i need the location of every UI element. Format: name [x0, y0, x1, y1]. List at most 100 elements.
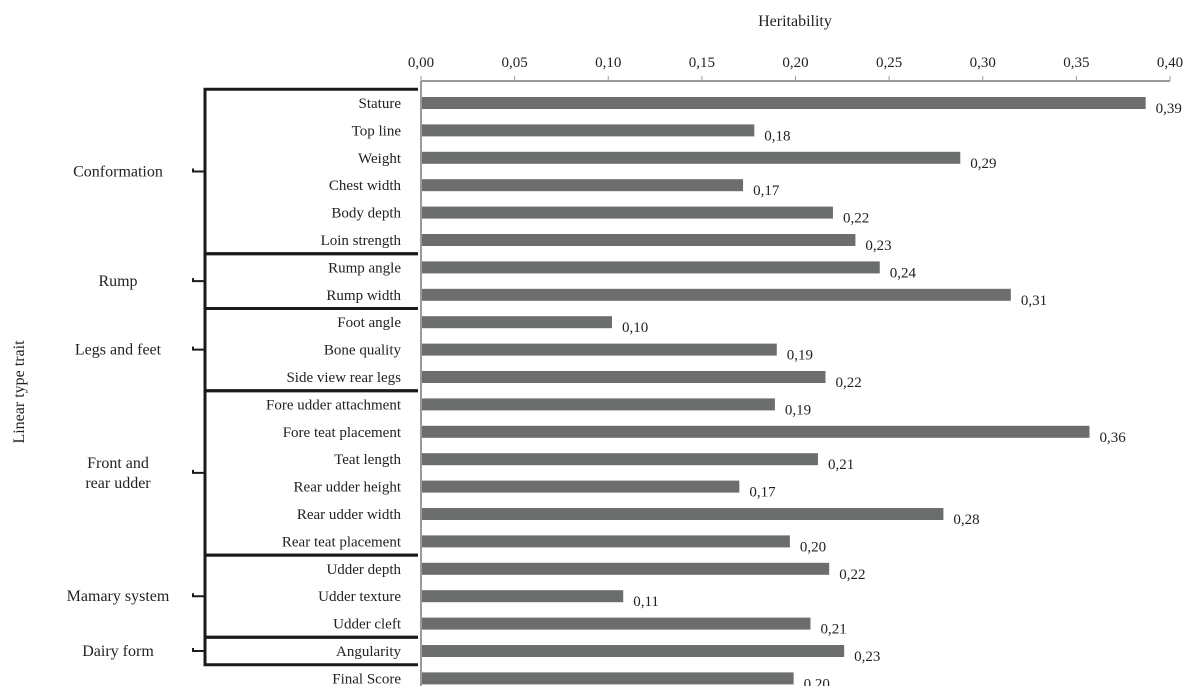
x-tick-label: 0,40	[1157, 55, 1183, 71]
bar	[421, 672, 794, 685]
x-axis-title: Heritability	[758, 13, 832, 30]
data-label: 0,23	[854, 649, 880, 665]
category-label: Chest width	[329, 178, 402, 194]
group-label: Legs and feet	[75, 342, 162, 359]
bar	[421, 535, 790, 548]
data-label: 0,17	[749, 485, 776, 501]
group-bracket	[203, 87, 418, 256]
data-label: 0,20	[800, 539, 826, 555]
group-label-line: Conformation	[73, 164, 163, 181]
bar	[421, 288, 1011, 301]
x-tick-label: 0,05	[502, 55, 528, 71]
data-label: 0,28	[953, 512, 979, 528]
group-label: Rump	[98, 273, 137, 290]
category-label: Udder texture	[318, 589, 401, 605]
category-label: Body depth	[331, 206, 401, 222]
group-label-line: Rump	[98, 273, 137, 290]
bar	[421, 398, 775, 411]
x-tick-label: 0,30	[970, 55, 996, 71]
group-label-line: Legs and feet	[75, 342, 162, 359]
bar	[421, 151, 961, 164]
category-label: Final Score	[332, 671, 401, 686]
data-label: 0,36	[1099, 430, 1126, 446]
group-bracket-tick	[192, 346, 205, 351]
x-tick-label: 0,35	[1063, 55, 1089, 71]
group-bracket-tick	[192, 168, 205, 173]
category-label: Teat length	[334, 452, 401, 468]
bar	[421, 97, 1146, 109]
category-label: Stature	[359, 96, 402, 112]
group-label-line: Mamary system	[67, 588, 170, 605]
bar	[421, 590, 624, 603]
data-label: 0,10	[622, 320, 648, 336]
bar	[421, 453, 818, 466]
category-label: Loin strength	[321, 233, 402, 249]
group-bracket-tick	[192, 648, 205, 652]
bar	[421, 343, 777, 356]
x-tick-label: 0,00	[408, 55, 434, 71]
bar	[421, 179, 744, 192]
x-axis-ticks: 0,00 0,05 0,10 0,15 0,20 0,25 0,30 0,35 0,40	[408, 55, 1183, 81]
group-bracket-tick	[192, 593, 205, 598]
category-label: Rear udder width	[297, 507, 402, 523]
x-tick-label: 0,20	[782, 55, 808, 71]
group-label: Mamary system	[67, 588, 170, 605]
bar	[421, 124, 755, 137]
bar	[421, 508, 944, 520]
group-label-line: Front and	[87, 455, 149, 472]
group-labels: Conformation Rump Legs and feet Front and re…	[67, 164, 170, 661]
data-label: 0,39	[1156, 101, 1182, 117]
data-label: 0,24	[890, 265, 917, 281]
data-label: 0,19	[785, 402, 811, 418]
category-label: Udder depth	[326, 562, 401, 578]
data-label: 0,21	[820, 622, 846, 638]
group-bracket-tick	[192, 278, 205, 283]
bar	[421, 562, 830, 575]
category-label: Rump width	[326, 288, 401, 304]
group-bracket-tick	[192, 469, 205, 474]
bars: Stature 0,39 Top line 0,18 Weight 0,29 Chest w…	[266, 96, 1182, 686]
data-label: 0,11	[633, 594, 659, 610]
group-label-line: Dairy form	[82, 643, 154, 660]
bar	[421, 645, 845, 657]
data-label: 0,22	[843, 211, 869, 227]
data-label: 0,23	[865, 238, 891, 254]
data-label: 0,20	[804, 676, 830, 686]
data-label: 0,31	[1021, 293, 1047, 309]
data-label: 0,19	[787, 348, 813, 364]
category-label: Fore teat placement	[283, 425, 402, 441]
bar	[421, 371, 826, 383]
bar	[421, 206, 833, 219]
category-label: Angularity	[336, 644, 401, 660]
category-label: Top line	[352, 123, 402, 139]
data-label: 0,18	[764, 128, 790, 144]
category-label: Foot angle	[337, 315, 401, 331]
data-label: 0,22	[839, 567, 865, 583]
category-label: Rear udder height	[294, 480, 402, 496]
group-label: Dairy form	[82, 643, 154, 660]
data-label: 0,21	[828, 457, 854, 473]
bar	[421, 316, 612, 329]
data-label: 0,29	[970, 156, 996, 172]
group-label: Conformation	[73, 164, 163, 181]
group-brackets	[192, 87, 418, 667]
group-bracket	[203, 389, 418, 557]
data-label: 0,17	[753, 183, 780, 199]
data-label: 0,22	[835, 375, 861, 391]
category-label: Udder cleft	[333, 617, 402, 633]
category-label: Rear teat placement	[282, 534, 402, 550]
bar	[421, 480, 740, 493]
category-label: Rump angle	[328, 260, 401, 276]
y-axis-title: Linear type trait	[11, 340, 28, 444]
group-label: Front and rear udder	[85, 455, 151, 492]
bar	[421, 234, 856, 246]
x-tick-label: 0,10	[595, 55, 621, 71]
bar	[421, 425, 1090, 438]
category-label: Fore udder attachment	[266, 397, 402, 413]
category-label: Side view rear legs	[286, 370, 401, 386]
bar	[421, 261, 880, 274]
x-tick-label: 0,25	[876, 55, 902, 71]
group-label-line: rear udder	[85, 475, 151, 492]
bar	[421, 617, 811, 630]
